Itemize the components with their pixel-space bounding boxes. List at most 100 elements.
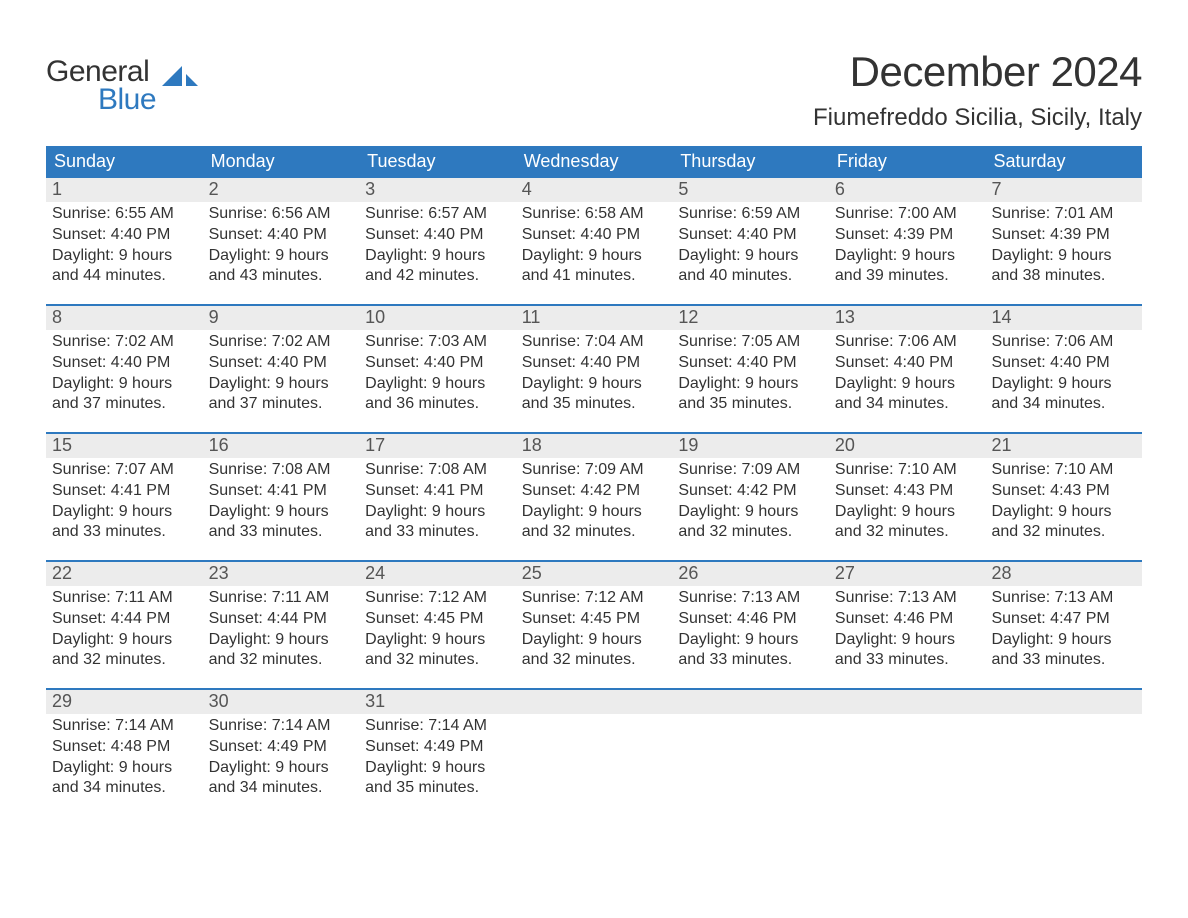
daylight-text: Daylight: 9 hours and 33 minutes.	[678, 630, 823, 672]
day-cell: Sunrise: 7:00 AMSunset: 4:39 PMDaylight:…	[829, 202, 986, 294]
content-row: Sunrise: 7:02 AMSunset: 4:40 PMDaylight:…	[46, 330, 1142, 422]
sunrise-text: Sunrise: 7:10 AM	[835, 460, 980, 481]
sunset-text: Sunset: 4:42 PM	[522, 481, 667, 502]
day-number: 7	[985, 178, 1142, 202]
daynum-row: 891011121314	[46, 306, 1142, 330]
day-cell: Sunrise: 7:08 AMSunset: 4:41 PMDaylight:…	[359, 458, 516, 550]
weekday-header: Wednesday	[516, 146, 673, 178]
sunset-text: Sunset: 4:46 PM	[678, 609, 823, 630]
day-cell	[829, 714, 986, 806]
weekday-header-row: SundayMondayTuesdayWednesdayThursdayFrid…	[46, 146, 1142, 178]
sunrise-text: Sunrise: 7:11 AM	[52, 588, 197, 609]
day-cell: Sunrise: 7:08 AMSunset: 4:41 PMDaylight:…	[203, 458, 360, 550]
weekday-header: Tuesday	[359, 146, 516, 178]
sunset-text: Sunset: 4:40 PM	[991, 353, 1136, 374]
week-block: 293031Sunrise: 7:14 AMSunset: 4:48 PMDay…	[46, 688, 1142, 806]
day-cell: Sunrise: 7:02 AMSunset: 4:40 PMDaylight:…	[46, 330, 203, 422]
sunset-text: Sunset: 4:46 PM	[835, 609, 980, 630]
sunset-text: Sunset: 4:40 PM	[365, 353, 510, 374]
day-cell: Sunrise: 7:11 AMSunset: 4:44 PMDaylight:…	[46, 586, 203, 678]
day-cell	[516, 714, 673, 806]
weeks-container: 1234567Sunrise: 6:55 AMSunset: 4:40 PMDa…	[46, 178, 1142, 806]
day-cell: Sunrise: 7:06 AMSunset: 4:40 PMDaylight:…	[985, 330, 1142, 422]
daylight-text: Daylight: 9 hours and 32 minutes.	[835, 502, 980, 544]
daynum-row: 293031	[46, 690, 1142, 714]
sunset-text: Sunset: 4:43 PM	[991, 481, 1136, 502]
title-block: December 2024 Fiumefreddo Sicilia, Sicil…	[813, 48, 1142, 132]
week-block: 15161718192021Sunrise: 7:07 AMSunset: 4:…	[46, 432, 1142, 550]
sunset-text: Sunset: 4:40 PM	[52, 353, 197, 374]
day-number: 13	[829, 306, 986, 330]
sunset-text: Sunset: 4:40 PM	[52, 225, 197, 246]
sunrise-text: Sunrise: 7:08 AM	[365, 460, 510, 481]
sunrise-text: Sunrise: 7:03 AM	[365, 332, 510, 353]
day-cell: Sunrise: 6:56 AMSunset: 4:40 PMDaylight:…	[203, 202, 360, 294]
daylight-text: Daylight: 9 hours and 38 minutes.	[991, 246, 1136, 288]
daylight-text: Daylight: 9 hours and 32 minutes.	[991, 502, 1136, 544]
daylight-text: Daylight: 9 hours and 34 minutes.	[835, 374, 980, 416]
sunset-text: Sunset: 4:44 PM	[209, 609, 354, 630]
day-number: 11	[516, 306, 673, 330]
sunrise-text: Sunrise: 7:09 AM	[678, 460, 823, 481]
sunrise-text: Sunrise: 7:01 AM	[991, 204, 1136, 225]
day-number: 23	[203, 562, 360, 586]
sunset-text: Sunset: 4:45 PM	[365, 609, 510, 630]
day-number: 16	[203, 434, 360, 458]
day-number: 9	[203, 306, 360, 330]
daylight-text: Daylight: 9 hours and 43 minutes.	[209, 246, 354, 288]
logo-word2: Blue	[98, 86, 156, 114]
daylight-text: Daylight: 9 hours and 32 minutes.	[365, 630, 510, 672]
sunset-text: Sunset: 4:39 PM	[835, 225, 980, 246]
daylight-text: Daylight: 9 hours and 35 minutes.	[365, 758, 510, 800]
sunrise-text: Sunrise: 7:09 AM	[522, 460, 667, 481]
weekday-header: Friday	[829, 146, 986, 178]
sunset-text: Sunset: 4:49 PM	[365, 737, 510, 758]
weekday-header: Saturday	[985, 146, 1142, 178]
sunrise-text: Sunrise: 7:12 AM	[522, 588, 667, 609]
weekday-header: Thursday	[672, 146, 829, 178]
daylight-text: Daylight: 9 hours and 33 minutes.	[52, 502, 197, 544]
day-cell: Sunrise: 7:10 AMSunset: 4:43 PMDaylight:…	[829, 458, 986, 550]
daylight-text: Daylight: 9 hours and 40 minutes.	[678, 246, 823, 288]
sunrise-text: Sunrise: 7:08 AM	[209, 460, 354, 481]
daynum-row: 1234567	[46, 178, 1142, 202]
sunset-text: Sunset: 4:40 PM	[678, 225, 823, 246]
sunrise-text: Sunrise: 7:05 AM	[678, 332, 823, 353]
day-number: 15	[46, 434, 203, 458]
sunrise-text: Sunrise: 7:02 AM	[52, 332, 197, 353]
weekday-header: Sunday	[46, 146, 203, 178]
sunrise-text: Sunrise: 7:00 AM	[835, 204, 980, 225]
calendar-grid: SundayMondayTuesdayWednesdayThursdayFrid…	[46, 146, 1142, 806]
location-subtitle: Fiumefreddo Sicilia, Sicily, Italy	[813, 104, 1142, 132]
day-number: 17	[359, 434, 516, 458]
sail-icon	[160, 64, 200, 97]
logo-word1: General	[46, 58, 156, 86]
day-number: 5	[672, 178, 829, 202]
day-cell: Sunrise: 7:14 AMSunset: 4:48 PMDaylight:…	[46, 714, 203, 806]
day-cell: Sunrise: 6:59 AMSunset: 4:40 PMDaylight:…	[672, 202, 829, 294]
sunset-text: Sunset: 4:45 PM	[522, 609, 667, 630]
sunrise-text: Sunrise: 6:59 AM	[678, 204, 823, 225]
day-cell: Sunrise: 7:13 AMSunset: 4:47 PMDaylight:…	[985, 586, 1142, 678]
sunset-text: Sunset: 4:42 PM	[678, 481, 823, 502]
day-number: 18	[516, 434, 673, 458]
header-row: General Blue December 2024 Fiumefreddo S…	[46, 36, 1142, 132]
weekday-header: Monday	[203, 146, 360, 178]
day-cell: Sunrise: 6:58 AMSunset: 4:40 PMDaylight:…	[516, 202, 673, 294]
day-cell: Sunrise: 7:03 AMSunset: 4:40 PMDaylight:…	[359, 330, 516, 422]
day-cell: Sunrise: 7:04 AMSunset: 4:40 PMDaylight:…	[516, 330, 673, 422]
day-cell	[985, 714, 1142, 806]
day-cell: Sunrise: 7:07 AMSunset: 4:41 PMDaylight:…	[46, 458, 203, 550]
daynum-row: 22232425262728	[46, 562, 1142, 586]
sunset-text: Sunset: 4:40 PM	[835, 353, 980, 374]
day-cell: Sunrise: 7:13 AMSunset: 4:46 PMDaylight:…	[829, 586, 986, 678]
sunrise-text: Sunrise: 7:13 AM	[991, 588, 1136, 609]
sunrise-text: Sunrise: 7:12 AM	[365, 588, 510, 609]
calendar-page: General Blue December 2024 Fiumefreddo S…	[0, 0, 1188, 918]
content-row: Sunrise: 7:14 AMSunset: 4:48 PMDaylight:…	[46, 714, 1142, 806]
sunrise-text: Sunrise: 6:56 AM	[209, 204, 354, 225]
day-number: 20	[829, 434, 986, 458]
day-cell	[672, 714, 829, 806]
daylight-text: Daylight: 9 hours and 39 minutes.	[835, 246, 980, 288]
sunrise-text: Sunrise: 7:04 AM	[522, 332, 667, 353]
